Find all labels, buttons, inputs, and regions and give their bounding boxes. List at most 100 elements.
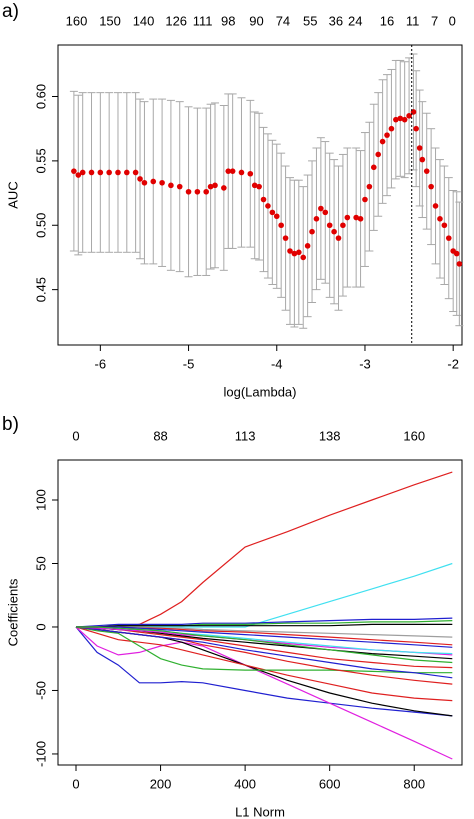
top-tick-label: 11	[406, 13, 420, 28]
y-tick-label: 0.60	[33, 84, 48, 109]
point	[366, 183, 373, 190]
top-tick-label: 36	[329, 13, 343, 28]
top-tick-label: 90	[249, 13, 263, 28]
point	[456, 261, 463, 267]
point	[313, 216, 320, 222]
point	[379, 138, 386, 145]
point	[75, 172, 82, 178]
point	[88, 169, 95, 176]
point	[141, 179, 148, 186]
x-axis-title: log(Lambda)	[224, 384, 297, 399]
top-tick-label: 160	[403, 428, 425, 443]
y-axis-title: AUC	[5, 181, 20, 208]
point	[344, 214, 351, 221]
point	[176, 183, 183, 190]
point	[370, 164, 377, 171]
y-axis-title: Coefficients	[5, 578, 20, 646]
coefficient-path	[76, 626, 453, 664]
top-tick-label: 55	[303, 13, 317, 28]
point	[401, 116, 408, 123]
coefficient-path	[75, 626, 453, 679]
point	[296, 249, 302, 256]
point	[416, 145, 423, 151]
x-tick-label: -2	[447, 356, 459, 371]
x-tick-label: -3	[359, 356, 371, 371]
point	[413, 125, 419, 132]
point	[393, 116, 399, 123]
point	[194, 188, 201, 195]
point	[79, 169, 86, 176]
x-tick-label: 200	[150, 776, 172, 791]
y-tick-label: 100	[33, 489, 48, 511]
point	[71, 168, 77, 174]
point	[445, 235, 452, 241]
point	[353, 214, 359, 221]
top-tick-label: 150	[99, 13, 121, 28]
point	[212, 182, 218, 189]
point	[260, 196, 267, 203]
point	[437, 216, 443, 222]
point	[309, 228, 315, 235]
plot-box	[57, 44, 463, 346]
point	[185, 188, 192, 195]
point	[388, 125, 395, 132]
point	[441, 222, 448, 229]
coefficient-path	[75, 626, 453, 674]
y-tick-label: 0	[33, 623, 48, 630]
y-tick-label: -100	[33, 741, 48, 767]
x-tick-label: -6	[95, 356, 107, 371]
top-tick-label: 111	[193, 13, 213, 28]
point	[423, 168, 430, 174]
point	[331, 228, 337, 235]
point	[137, 176, 143, 182]
point	[168, 182, 174, 189]
point	[269, 209, 276, 216]
top-tick-label: 16	[380, 13, 394, 28]
point	[159, 179, 165, 186]
top-tick-label: 126	[165, 13, 187, 28]
point	[282, 235, 289, 241]
plot-box	[57, 459, 463, 766]
point	[97, 169, 104, 176]
point	[150, 178, 157, 185]
top-tick-label: 88	[153, 428, 167, 443]
point	[251, 182, 258, 189]
top-tick-label: 98	[221, 13, 235, 28]
top-tick-label: 24	[348, 13, 362, 28]
point	[265, 203, 271, 209]
point	[375, 151, 382, 158]
point	[335, 235, 342, 241]
panel-label: b)	[2, 414, 19, 435]
panel-label: a)	[2, 1, 19, 22]
point	[432, 203, 439, 209]
point	[256, 183, 262, 190]
point	[106, 169, 112, 176]
y-tick-label: 0.45	[33, 277, 48, 302]
x-tick-label: 0	[72, 776, 79, 791]
x-tick-label: 600	[319, 776, 341, 791]
point	[247, 170, 254, 177]
point	[115, 169, 121, 176]
coefficient-path	[75, 617, 453, 628]
coefficient-path	[75, 626, 453, 717]
point	[300, 254, 307, 261]
y-tick-label: -50	[33, 681, 48, 700]
top-tick-label: 0	[72, 428, 79, 443]
top-tick-label: 74	[276, 13, 290, 28]
point	[304, 243, 311, 249]
coefficient-path	[76, 471, 453, 628]
point	[207, 183, 214, 190]
x-axis-title: L1 Norm	[235, 804, 285, 819]
coefficient-path	[76, 623, 453, 628]
point	[291, 250, 298, 257]
point	[428, 183, 434, 190]
point	[318, 205, 324, 212]
x-tick-label: 400	[234, 776, 256, 791]
point	[384, 132, 390, 138]
point	[357, 216, 364, 222]
coefficient-path	[76, 626, 453, 648]
top-tick-label: 138	[319, 428, 341, 443]
point	[397, 115, 404, 122]
top-tick-label: 160	[66, 13, 88, 28]
